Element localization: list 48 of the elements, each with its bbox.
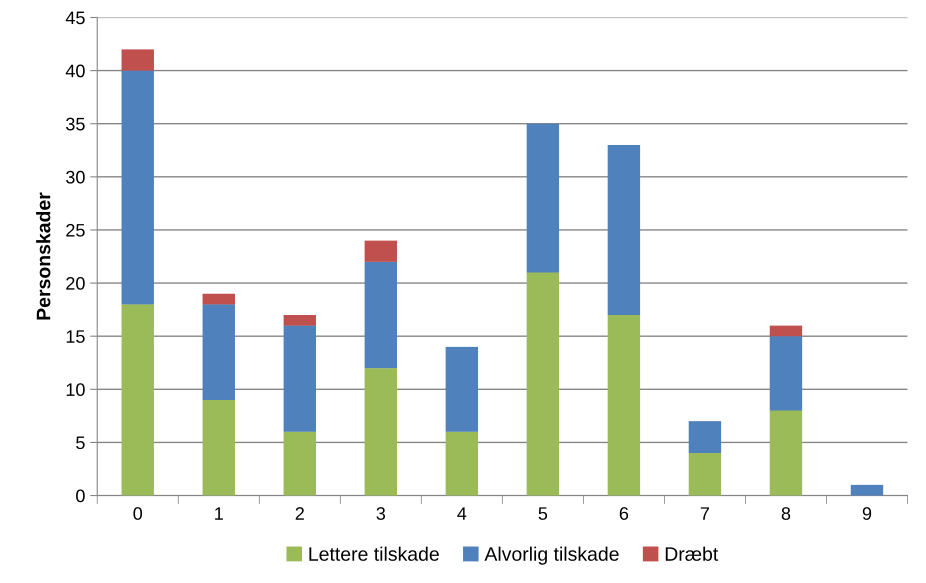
- bar: [770, 336, 802, 411]
- bar: [122, 304, 154, 496]
- bar: [608, 314, 640, 496]
- x-tick-label: 8: [782, 507, 790, 520]
- y-tick-label: 40: [66, 64, 85, 78]
- legend-label: Lettere tilskade: [309, 546, 439, 561]
- y-tick-label: 25: [66, 224, 85, 237]
- bar: [688, 453, 722, 496]
- bar: [526, 124, 560, 272]
- bar: [446, 346, 478, 432]
- y-tick-label: 10: [66, 383, 85, 396]
- x-tick-label: 4: [457, 507, 466, 520]
- bar: [770, 410, 802, 496]
- bar: [526, 272, 560, 496]
- legend-label: Alvorlig tilskade: [484, 546, 619, 565]
- bar: [364, 368, 398, 496]
- y-tick-label: 0: [76, 489, 85, 502]
- y-tick-label: 5: [76, 436, 85, 450]
- x-tick-label: 3: [376, 507, 386, 520]
- bar: [850, 484, 884, 496]
- y-axis-title: Personskader: [36, 192, 50, 320]
- bar: [122, 49, 154, 71]
- y-tick-label: 45: [66, 12, 85, 24]
- bar: [364, 262, 398, 368]
- bar: [364, 240, 398, 262]
- bar: [284, 432, 316, 496]
- bar: [284, 314, 316, 326]
- bar: [608, 144, 640, 315]
- y-tick-label: 30: [66, 170, 85, 184]
- bar: [202, 294, 235, 304]
- x-tick-label: 5: [538, 507, 548, 520]
- y-tick-label: 35: [66, 118, 85, 130]
- y-tick-label: 15: [66, 330, 85, 343]
- bar: [446, 432, 478, 496]
- bar: [770, 326, 802, 336]
- x-tick-label: 9: [862, 507, 872, 520]
- bar: [122, 70, 154, 304]
- bar: [284, 326, 316, 432]
- y-tick-label: 20: [66, 277, 85, 290]
- x-tick-label: 2: [296, 507, 304, 520]
- x-tick-label: 1: [215, 507, 223, 520]
- bar: [688, 421, 722, 454]
- bar: [202, 400, 235, 496]
- x-tick-label: 7: [700, 507, 710, 520]
- x-tick-label: 0: [133, 507, 142, 520]
- legend-label: Dræbt: [666, 546, 718, 561]
- bar: [202, 304, 235, 400]
- x-tick-label: 6: [620, 507, 628, 520]
